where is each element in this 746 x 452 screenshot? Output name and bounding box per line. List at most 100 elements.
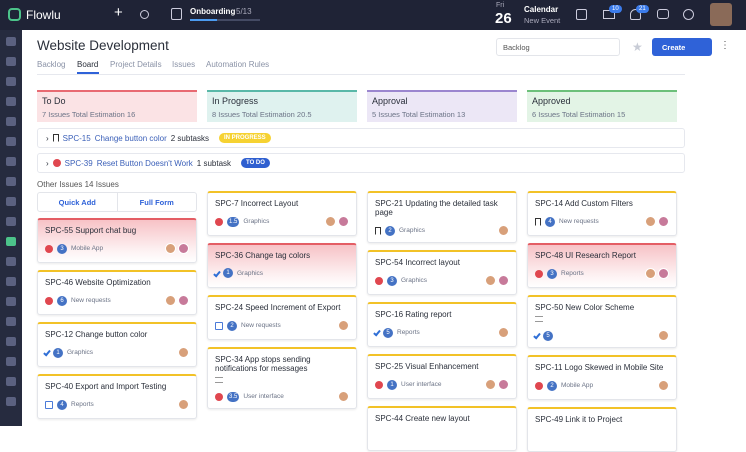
sidebar-icon[interactable] <box>6 37 16 46</box>
issue-card[interactable]: SPC-46 Website Optimization 6 New requests <box>37 270 197 315</box>
assignee-avatar[interactable] <box>178 243 189 254</box>
search-button[interactable] <box>140 10 149 19</box>
notes-icon[interactable] <box>576 9 587 20</box>
swimlane[interactable]: › SPC-39 Reset Button Doesn't Work 1 subtas… <box>37 153 685 173</box>
issue-card[interactable]: SPC-49 Link it to Project <box>527 407 677 452</box>
issue-card[interactable]: SPC-55 Support chat bug 3 Mobile App <box>37 218 197 263</box>
assignee-avatar[interactable] <box>485 379 496 390</box>
bell-icon[interactable] <box>630 9 641 20</box>
sidebar-icon[interactable] <box>6 97 16 106</box>
card-title: SPC-25 Visual Enhancement <box>375 362 509 371</box>
story-points: 1 <box>387 379 397 390</box>
assignee-avatar[interactable] <box>338 216 349 227</box>
issue-card[interactable]: SPC-54 Incorrect layout 3 Graphics <box>367 250 517 295</box>
assignee-avatar[interactable] <box>645 268 656 279</box>
assignee-avatar[interactable] <box>658 268 669 279</box>
sidebar-icon[interactable] <box>6 277 16 286</box>
calendar-action[interactable]: New Event <box>524 16 561 25</box>
add-button[interactable]: + <box>114 4 123 21</box>
type-icon <box>45 400 53 409</box>
assignee-avatar[interactable] <box>178 295 189 306</box>
divider <box>37 74 685 75</box>
issue-card[interactable]: SPC-24 Speed Increment of Export 2 New req… <box>207 295 357 340</box>
tab[interactable]: Backlog <box>37 60 66 69</box>
assignee-avatar[interactable] <box>485 275 496 286</box>
assignee-avatar[interactable] <box>338 391 349 402</box>
favorite-star[interactable]: ★ <box>632 40 643 54</box>
issue-count: 6 Issues <box>532 110 560 119</box>
issue-card[interactable]: SPC-36 Change tag colors 1 Graphics <box>207 243 357 288</box>
tab[interactable]: Project Details <box>110 60 162 69</box>
assignee-avatar[interactable] <box>165 295 176 306</box>
sidebar-icon[interactable] <box>6 197 16 206</box>
sprint-select[interactable]: Backlog <box>496 38 620 56</box>
card-meta: 5 <box>533 330 669 341</box>
sidebar-icon[interactable] <box>6 117 16 126</box>
quick-add-button[interactable]: Quick Add <box>38 193 118 211</box>
issue-card[interactable]: SPC-25 Visual Enhancement 1 User interface <box>367 354 517 399</box>
chat-icon[interactable] <box>657 9 669 19</box>
create-button[interactable]: Create <box>652 38 712 56</box>
sidebar-icon[interactable] <box>6 237 16 246</box>
sidebar-icon[interactable] <box>6 217 16 226</box>
sidebar-icon[interactable] <box>6 377 16 386</box>
sidebar <box>0 30 22 426</box>
more-menu[interactable]: ⋮ <box>720 40 730 51</box>
tag: Reports <box>397 329 420 336</box>
tab[interactable]: Board <box>77 60 99 69</box>
sidebar-icon[interactable] <box>6 357 16 366</box>
sidebar-icon[interactable] <box>6 77 16 86</box>
help-icon[interactable] <box>683 9 694 20</box>
tab[interactable]: Automation Rules <box>206 60 270 69</box>
sidebar-icon[interactable] <box>6 257 16 266</box>
sidebar-icon[interactable] <box>6 337 16 346</box>
sidebar-icon[interactable] <box>6 317 16 326</box>
assignee-avatar[interactable] <box>498 275 509 286</box>
assignee-avatar[interactable] <box>178 399 189 410</box>
issue-card[interactable]: SPC-48 UI Research Report 3 Reports <box>527 243 677 288</box>
sidebar-icon[interactable] <box>6 57 16 66</box>
story-points: 3 <box>387 275 397 286</box>
issue-title: New Color Scheme <box>565 303 635 312</box>
assignee-avatar[interactable] <box>338 320 349 331</box>
sidebar-icon[interactable] <box>6 297 16 306</box>
assignee-avatar[interactable] <box>178 347 189 358</box>
issue-title: Visual Enhancement <box>405 362 479 371</box>
sidebar-icon[interactable] <box>6 157 16 166</box>
tag: Graphics <box>401 277 428 284</box>
assignee-avatar[interactable] <box>498 327 509 338</box>
issue-key: SPC-25 <box>375 362 404 371</box>
issue-card[interactable]: SPC-34 App stops sending notifications f… <box>207 347 357 409</box>
sidebar-icon[interactable] <box>6 137 16 146</box>
issue-card[interactable]: SPC-7 Incorrect Layout 1.5 Graphics <box>207 191 357 236</box>
issue-card[interactable]: SPC-40 Export and Import Testing 4 Reports <box>37 374 197 419</box>
issue-card[interactable]: SPC-14 Add Custom Filters 4 New requests <box>527 191 677 236</box>
assignee-avatar[interactable] <box>165 243 176 254</box>
story-points: 4 <box>545 216 555 227</box>
issue-card[interactable]: SPC-11 Logo Skewed in Mobile Site 2 Mobile… <box>527 355 677 400</box>
sidebar-icon[interactable] <box>6 397 16 406</box>
issue-card[interactable]: SPC-50 New Color Scheme 5 <box>527 295 677 348</box>
swimlane[interactable]: › SPC-15 Change button color 2 subtasks IN P… <box>37 128 685 148</box>
issue-card[interactable]: SPC-21 Updating the detailed task page 2 G… <box>367 191 517 243</box>
onboarding-label[interactable]: Onboarding <box>190 7 236 16</box>
assignee-avatar[interactable] <box>498 379 509 390</box>
total-estimation: Total Estimation 13 <box>401 110 466 119</box>
user-avatar[interactable] <box>710 3 732 26</box>
full-form-button[interactable]: Full Form <box>118 193 197 211</box>
assignee-avatar[interactable] <box>658 380 669 391</box>
issue-card[interactable]: SPC-16 Rating report 5 Reports <box>367 302 517 347</box>
card-meta: 1 Graphics <box>213 268 349 278</box>
assignee-avatar[interactable] <box>658 216 669 227</box>
card-title: SPC-48 UI Research Report <box>535 251 669 260</box>
issue-key: SPC-11 <box>535 363 563 372</box>
sidebar-icon[interactable] <box>6 177 16 186</box>
issue-card[interactable]: SPC-44 Create new layout <box>367 406 517 451</box>
assignee-avatar[interactable] <box>658 330 669 341</box>
assignee-avatar[interactable] <box>645 216 656 227</box>
assignee-avatar[interactable] <box>325 216 336 227</box>
calendar-title[interactable]: Calendar <box>524 5 559 14</box>
assignee-avatar[interactable] <box>498 225 509 236</box>
issue-card[interactable]: SPC-12 Change button color 1 Graphics <box>37 322 197 367</box>
tab[interactable]: Issues <box>172 60 196 69</box>
